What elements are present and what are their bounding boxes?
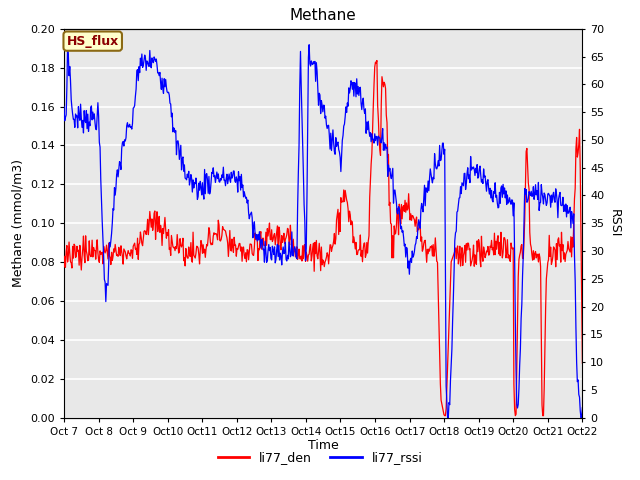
- X-axis label: Time: Time: [308, 439, 339, 453]
- Y-axis label: Methane (mmol/m3): Methane (mmol/m3): [12, 159, 25, 287]
- Title: Methane: Methane: [290, 9, 356, 24]
- Y-axis label: RSSI: RSSI: [608, 209, 621, 238]
- Text: HS_flux: HS_flux: [67, 35, 119, 48]
- Legend: li77_den, li77_rssi: li77_den, li77_rssi: [212, 446, 428, 469]
